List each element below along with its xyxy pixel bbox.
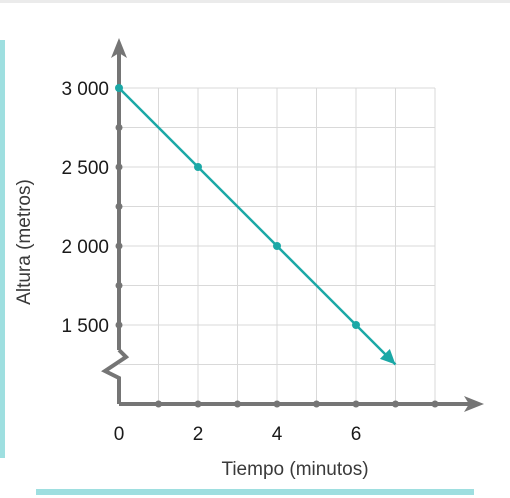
x-axis-tick-dot: [155, 400, 162, 408]
data-series: [115, 84, 397, 366]
left-accent-bar: [0, 40, 5, 458]
series-line: [118, 87, 397, 366]
data-point: [115, 84, 123, 92]
data-point: [194, 163, 202, 171]
x-tick-labels: 0 2 4 6: [114, 424, 362, 445]
data-point: [273, 242, 281, 250]
x-tick-label: 0: [114, 424, 125, 445]
axes: [101, 38, 484, 412]
y-tick-label: 2 500: [61, 158, 109, 179]
x-axis-tick-dot: [313, 400, 320, 408]
y-axis-tick-dot: [115, 282, 123, 289]
y-axis-label: Altura (metros): [14, 179, 35, 305]
x-tick-label: 4: [272, 424, 283, 445]
x-axis-tick-dot: [392, 400, 399, 408]
series-arrowhead: [379, 348, 396, 365]
y-tick-label: 1 500: [61, 316, 109, 337]
y-axis-arrowhead: [111, 38, 127, 58]
top-divider: [0, 0, 510, 3]
data-point: [352, 321, 360, 329]
y-tick-label: 3 000: [61, 79, 109, 100]
y-axis-tick-dot: [115, 203, 123, 210]
y-tick-label: 2 000: [61, 237, 109, 258]
y-tick-labels: 1 500 2 000 2 500 3 000: [61, 79, 109, 337]
x-axis-tick-dot: [234, 400, 241, 408]
y-axis-tick-dot: [115, 163, 123, 171]
x-axis-tick-dot: [431, 400, 439, 408]
x-tick-label: 6: [351, 424, 362, 445]
x-tick-label: 2: [193, 424, 204, 445]
x-axis-arrowhead: [464, 396, 484, 412]
x-axis-tick-dot: [194, 400, 202, 408]
x-axis-tick-dot: [273, 400, 281, 408]
x-axis-label: Tiempo (minutos): [221, 459, 368, 480]
y-axis-tick-dot: [115, 242, 123, 250]
bottom-accent-bar: [36, 489, 474, 495]
x-axis-tick-dot: [352, 400, 360, 408]
y-axis-break: [101, 348, 130, 404]
y-axis-tick-dot: [115, 321, 123, 329]
y-axis-tick-dot: [115, 124, 123, 131]
